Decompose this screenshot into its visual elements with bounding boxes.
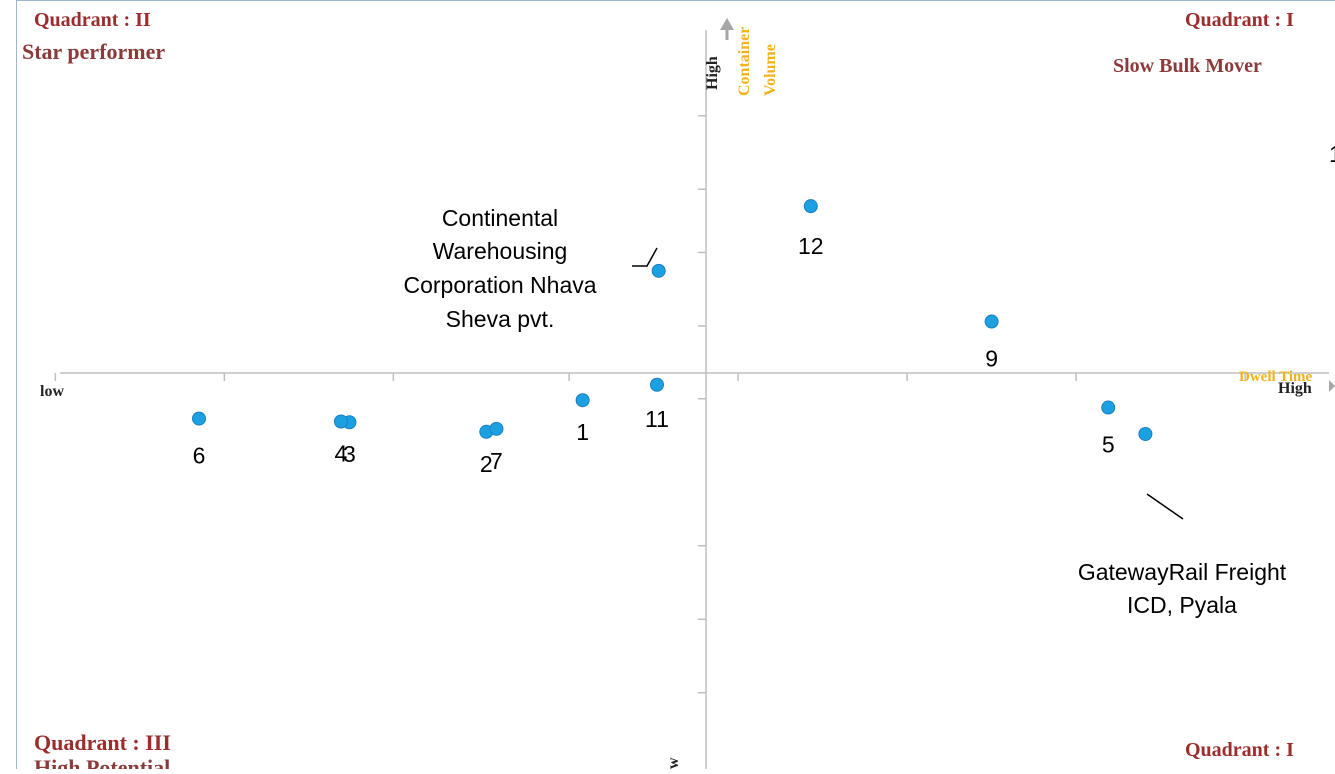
data-point-label: 5 bbox=[1102, 432, 1115, 458]
data-point bbox=[333, 414, 348, 429]
callout-continental: Continental Warehousing Corporation Nhav… bbox=[403, 205, 596, 332]
data-point bbox=[649, 377, 664, 392]
quadrant-2-subtitle: Star performer bbox=[22, 39, 165, 64]
quadrant-3-subtitle: High Potential bbox=[34, 755, 170, 769]
data-point bbox=[984, 314, 999, 329]
callout-continental-line4: Sheva pvt. bbox=[446, 306, 555, 332]
callout-continental-line1: Continental bbox=[442, 205, 558, 231]
data-point-label: 2 bbox=[480, 451, 493, 477]
frame-left-border bbox=[16, 0, 17, 769]
x-axis-arrow-icon bbox=[1329, 380, 1335, 392]
data-point-label: 4 bbox=[335, 441, 348, 467]
data-point-label: 11 bbox=[645, 406, 669, 432]
data-points bbox=[192, 199, 1153, 442]
y-axis-high-label: High bbox=[704, 56, 721, 90]
callout-leader-gatewayrail bbox=[1146, 493, 1184, 520]
data-point-label: 1 bbox=[576, 419, 589, 445]
data-point bbox=[192, 411, 206, 426]
callout-leader-continental bbox=[632, 247, 658, 267]
partial-point-label: 1 bbox=[1329, 141, 1335, 167]
data-point bbox=[489, 421, 504, 436]
quadrant-1-title: Quadrant : I bbox=[1185, 9, 1294, 31]
data-point-label: 9 bbox=[985, 346, 998, 372]
quadrant-3-title: Quadrant : III bbox=[34, 730, 171, 755]
x-axis-high-label: High bbox=[1278, 380, 1312, 397]
quadrant-1-subtitle: Slow Bulk Mover bbox=[1113, 55, 1262, 77]
quadrant-4-title: Quadrant : I bbox=[1185, 739, 1294, 761]
data-point bbox=[803, 199, 818, 214]
data-point-label: 12 bbox=[798, 233, 824, 259]
data-point-label: 3 bbox=[343, 441, 356, 467]
x-axis-title: Dwell Time bbox=[1239, 369, 1313, 385]
axis-ticks bbox=[54, 115, 1246, 694]
x-axis-low-label: low bbox=[40, 383, 64, 400]
data-point bbox=[1101, 400, 1116, 415]
callout-gatewayrail-line2: ICD, Pyala bbox=[1127, 592, 1237, 618]
y-axis-title-line1: Container bbox=[736, 27, 753, 96]
data-point-label: 6 bbox=[193, 443, 206, 469]
callout-gatewayrail-line1: GatewayRail Freight bbox=[1078, 559, 1287, 585]
data-point-label: 7 bbox=[490, 448, 503, 474]
quadrant-2-title: Quadrant : II bbox=[34, 9, 151, 31]
y-axis-arrow-icon bbox=[720, 18, 734, 30]
data-point bbox=[651, 263, 666, 278]
data-point bbox=[575, 393, 590, 408]
callout-gatewayrail: GatewayRail Freight ICD, Pyala bbox=[1078, 559, 1287, 618]
callout-continental-line3: Corporation Nhava bbox=[403, 272, 596, 298]
y-axis-title-line2: Volume bbox=[762, 44, 779, 96]
callout-continental-line2: Warehousing bbox=[433, 238, 568, 264]
y-axis-low-label: w bbox=[665, 757, 682, 769]
axes bbox=[60, 30, 1329, 769]
data-point bbox=[1138, 427, 1153, 442]
frame-top-border bbox=[16, 0, 1335, 1]
